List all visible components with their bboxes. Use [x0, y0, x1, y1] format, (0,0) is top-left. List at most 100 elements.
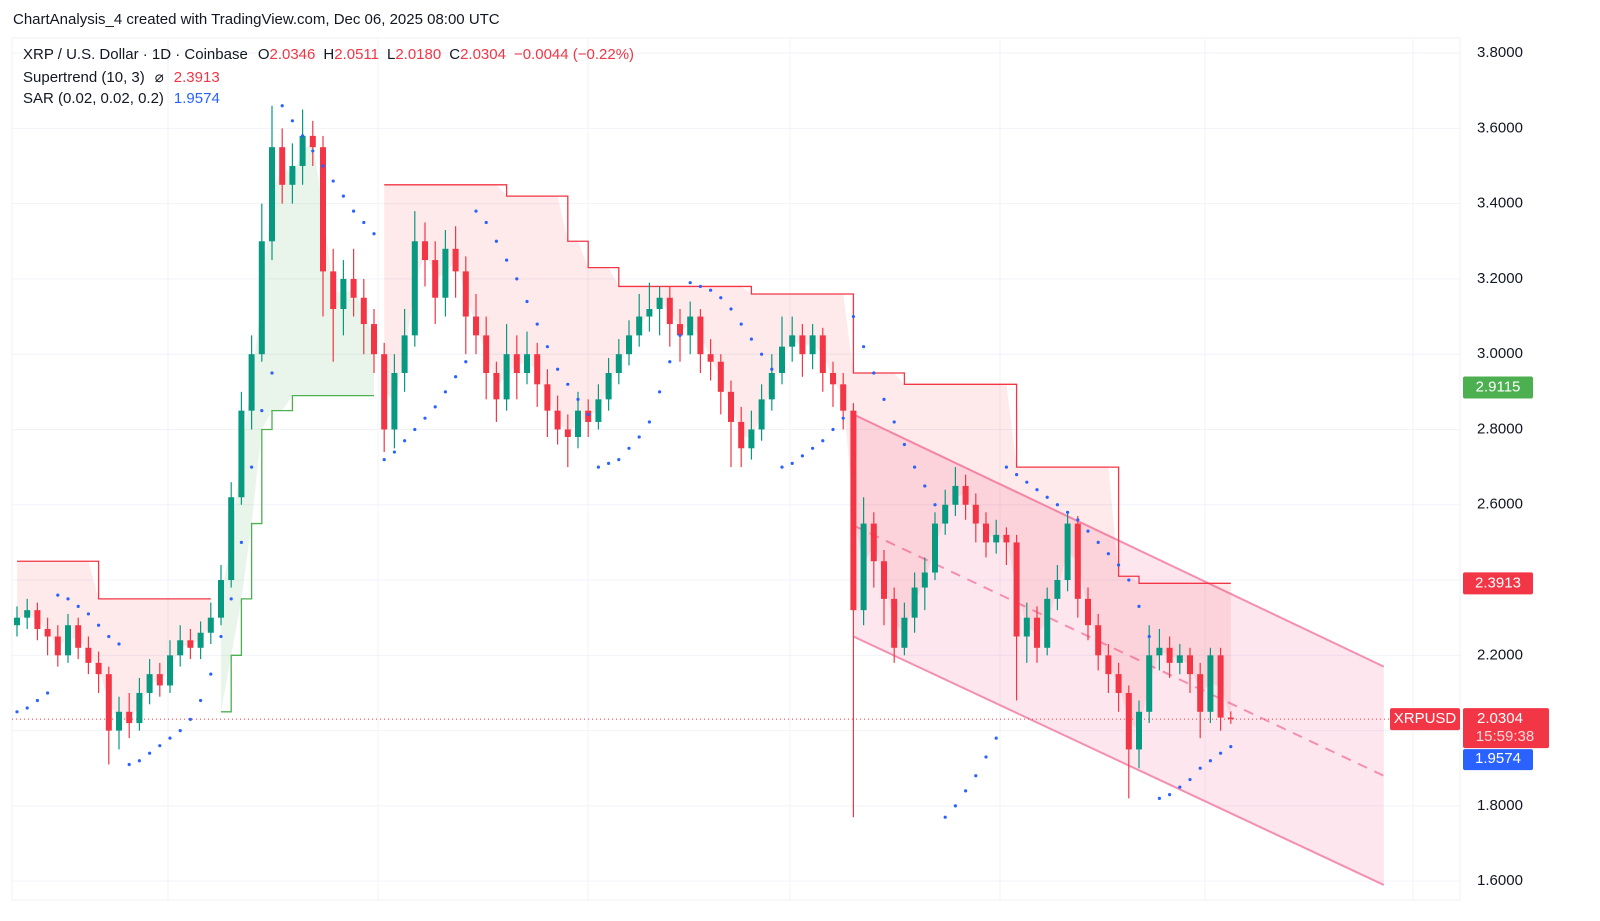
sar-dot: [331, 179, 335, 183]
candle-body: [1156, 647, 1163, 656]
candle-body: [972, 504, 979, 524]
sar-dot: [403, 439, 407, 443]
candle-body: [728, 391, 734, 422]
sar-dot: [35, 698, 40, 703]
y-tick-label: 2.8000: [1477, 420, 1523, 437]
sar-dot: [1096, 540, 1100, 545]
candle-body: [54, 636, 61, 656]
sar-dot: [107, 634, 111, 639]
candle-body: [962, 485, 969, 505]
sar-dot: [545, 345, 550, 349]
candle-body: [360, 297, 367, 325]
sar-dot: [556, 367, 560, 371]
candle-body: [309, 135, 316, 148]
supertrend-line: [17, 560, 211, 600]
sar-dot: [566, 382, 570, 386]
sar-dot: [811, 446, 815, 450]
candle-body: [493, 373, 500, 400]
candle-body: [248, 354, 255, 411]
sar-dot: [739, 322, 743, 326]
candle-body: [677, 324, 683, 336]
candle-body: [1217, 655, 1224, 718]
sar-dot: [586, 412, 590, 417]
sar-dot: [1015, 473, 1019, 477]
candle-body: [1095, 625, 1102, 656]
candle-body: [24, 610, 31, 618]
sar-dot: [627, 446, 631, 450]
y-tick-label: 3.2000: [1477, 270, 1523, 287]
sar-dot: [637, 435, 641, 439]
candle-body: [432, 260, 439, 298]
candle-body: [1125, 692, 1132, 750]
candle-body: [564, 429, 571, 438]
sar-dot: [729, 307, 733, 311]
candle-body: [1166, 647, 1173, 663]
candle-body: [1023, 617, 1030, 637]
candle-body: [615, 354, 622, 374]
candle-body: [238, 410, 245, 498]
supertrend-line: [221, 394, 374, 713]
candle-body: [299, 135, 306, 166]
sar-dot: [800, 454, 805, 458]
candle-body: [1003, 534, 1010, 543]
candle-body: [1176, 655, 1183, 663]
candle-body: [840, 384, 847, 411]
candle-body: [636, 316, 643, 336]
y-tick-label: 3.8000: [1477, 44, 1523, 61]
sar-dot: [1076, 518, 1080, 522]
sar-dot: [658, 390, 662, 394]
sar-dot: [15, 710, 19, 714]
sar-dot: [433, 405, 437, 409]
candle-body: [218, 580, 224, 618]
candle-body: [1115, 674, 1122, 693]
sar-dot: [290, 119, 294, 123]
candle-body: [942, 504, 949, 524]
candle-body: [95, 662, 102, 675]
symbol: XRP / U.S. Dollar · 1D · Coinbase: [23, 46, 248, 63]
price-tag: [1463, 572, 1533, 595]
sar-dot: [494, 239, 498, 243]
candle-body: [932, 523, 938, 573]
sar-dot: [607, 461, 611, 465]
sar-dot: [311, 149, 315, 153]
sar-dot: [382, 457, 386, 462]
candle-body: [207, 617, 214, 633]
candle-body: [748, 429, 755, 449]
sar-dot: [974, 774, 978, 778]
indicator-value: 1.9574: [173, 90, 220, 107]
countdown: 15:59:38: [1476, 728, 1534, 745]
sar-dot: [862, 345, 866, 349]
sar-dot: [25, 706, 29, 710]
sar-dot: [117, 642, 121, 646]
sar-dot: [770, 367, 774, 371]
sar-dot: [1147, 634, 1151, 639]
candle-body: [524, 354, 530, 374]
sar-dot: [1035, 488, 1039, 492]
price-tag-label: 2.9115: [1476, 378, 1521, 395]
candle-body: [44, 628, 51, 637]
sar-dot: [1219, 751, 1223, 755]
last-price-tag: [1463, 708, 1549, 749]
sar-dot: [647, 420, 652, 424]
supertrend-line: [384, 184, 1231, 584]
ohlc-key: O: [257, 46, 270, 63]
candle-body: [799, 335, 806, 355]
sar-dot: [127, 762, 131, 767]
candle-body: [1227, 717, 1234, 720]
sar-dot: [423, 416, 427, 420]
candle-body: [452, 248, 459, 272]
sar-dot: [698, 284, 703, 289]
sar-dot: [851, 314, 856, 319]
ohlc-key: C: [449, 46, 461, 63]
candle-body: [717, 361, 724, 392]
sar-dot: [270, 371, 274, 375]
candle-body: [1105, 655, 1112, 675]
candle-body: [1054, 580, 1061, 599]
sar-dot: [892, 420, 896, 424]
candle-body: [34, 610, 41, 629]
candle-body: [197, 632, 204, 648]
time-grid: [167, 38, 1414, 900]
candle-body: [850, 410, 857, 611]
candle-body: [1013, 542, 1020, 637]
